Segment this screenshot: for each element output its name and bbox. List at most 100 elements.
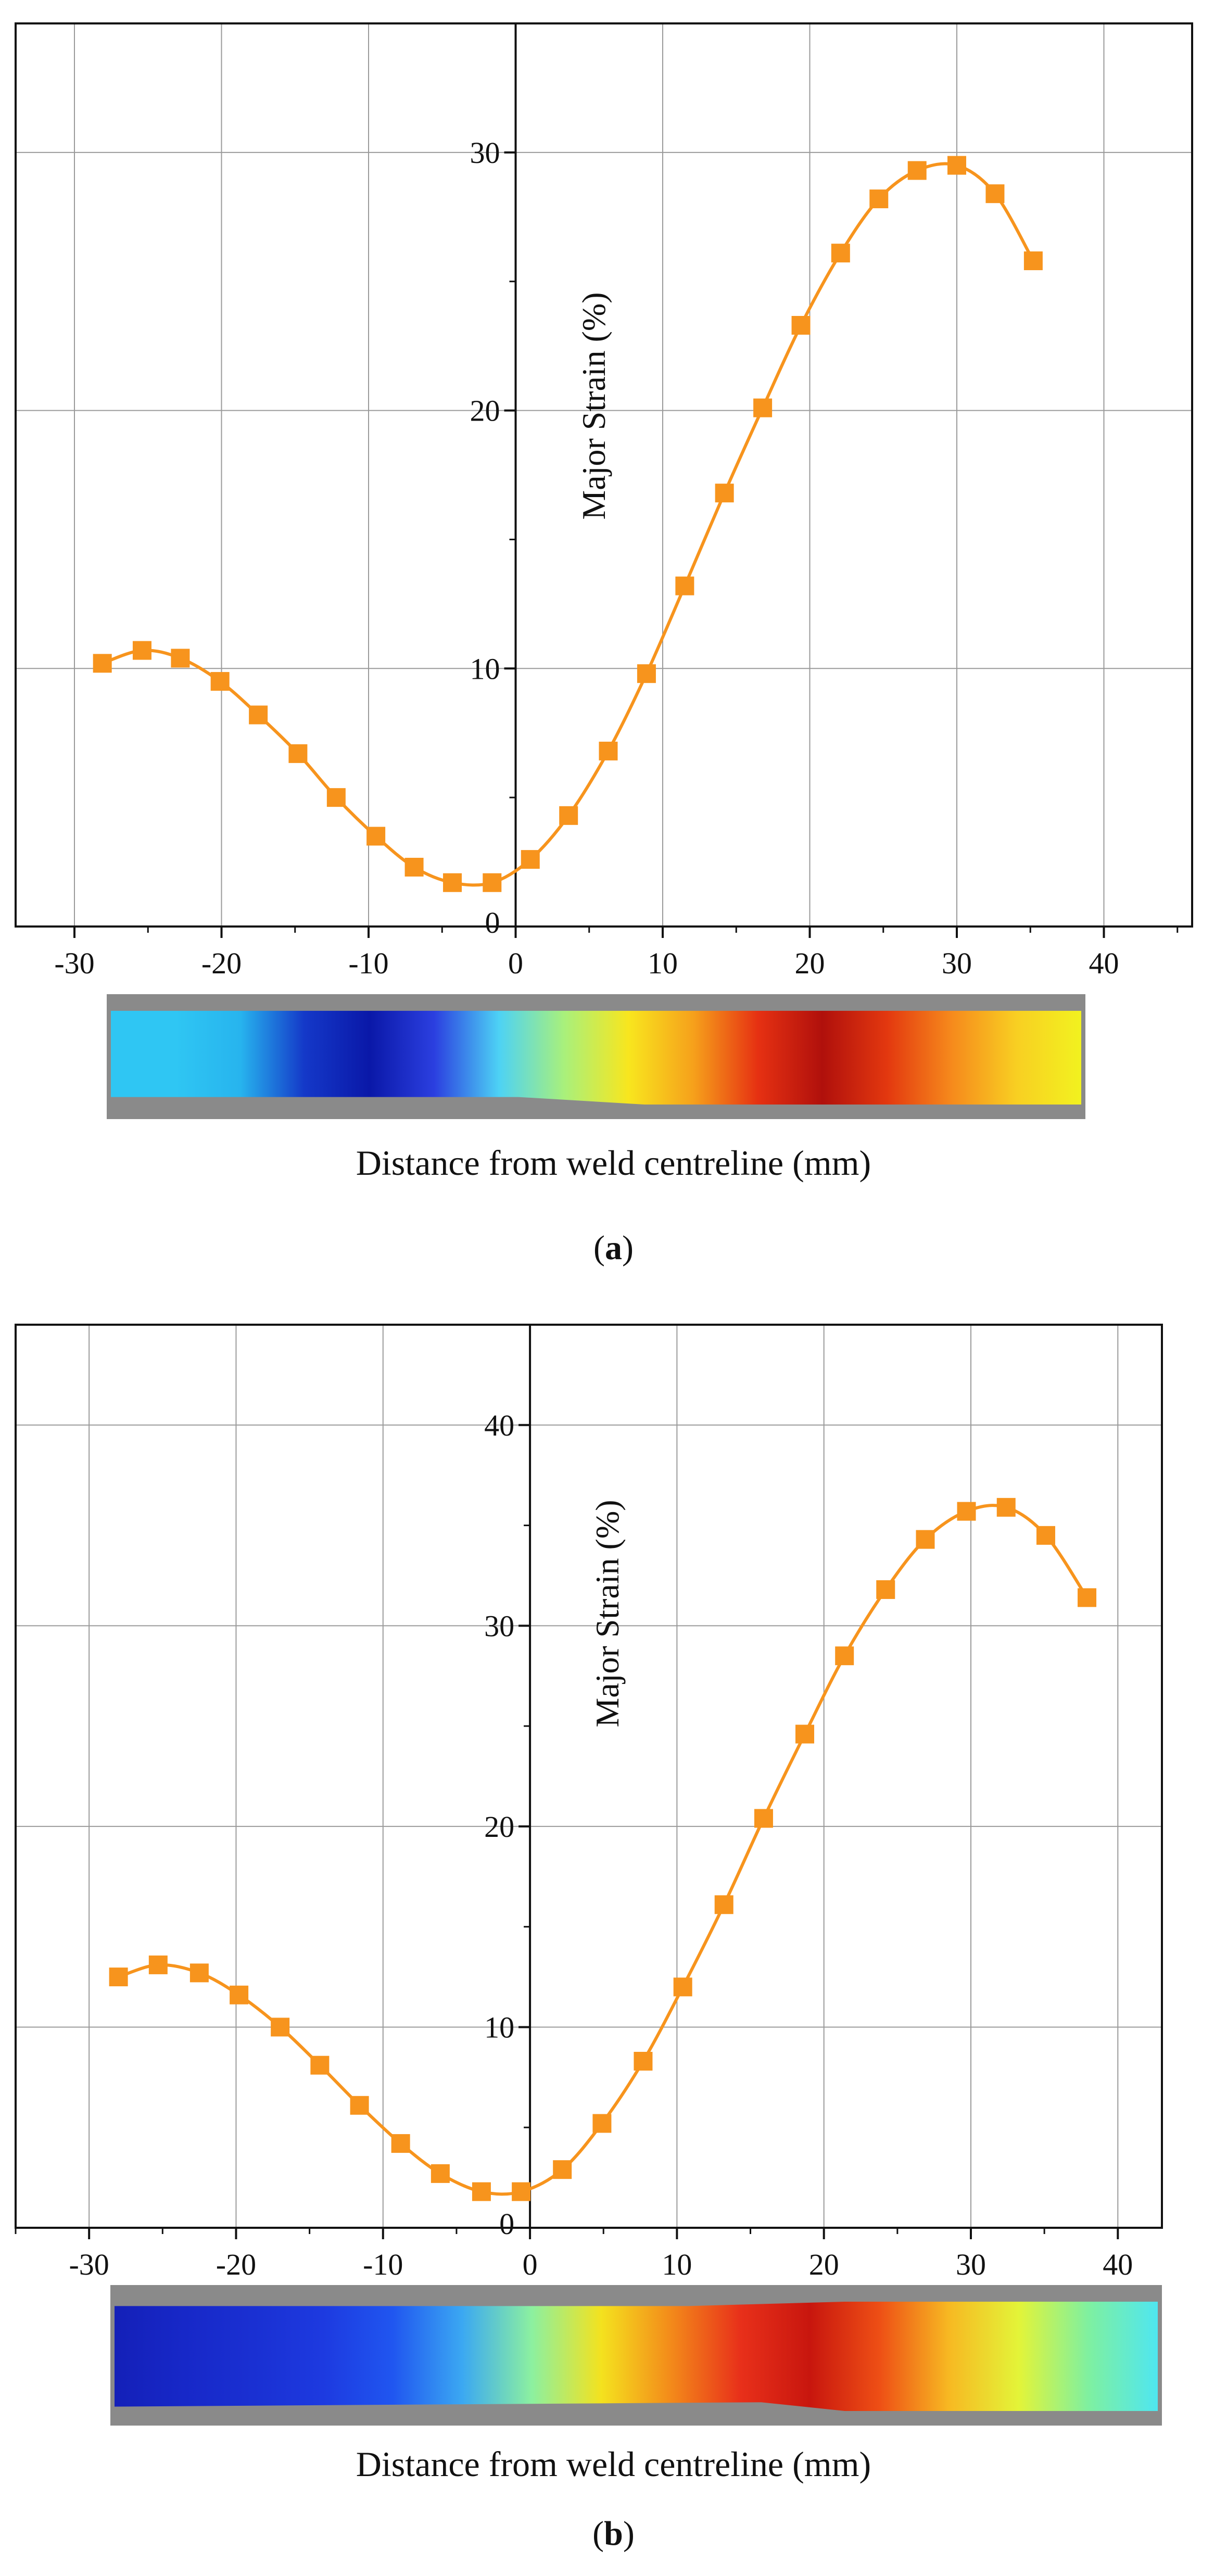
- data-point: [791, 315, 811, 335]
- data-point: [210, 672, 230, 691]
- y-ticks-a: 10 20 30 0: [470, 136, 516, 940]
- data-point: [795, 1724, 814, 1744]
- caption-letter-a: a: [605, 1229, 622, 1267]
- data-point: [559, 806, 578, 825]
- y-tick-label: 10: [470, 652, 500, 686]
- caption-b: (b): [0, 2514, 1227, 2554]
- y-zero-label: 0: [485, 906, 500, 940]
- data-point: [483, 873, 502, 892]
- x-axis-label-b: Distance from weld centreline (mm): [356, 2444, 871, 2484]
- data-point: [957, 1502, 976, 1521]
- series-line: [102, 162, 1035, 887]
- series-b-0: [109, 1498, 1097, 2201]
- plot-frame-b: [15, 1324, 1163, 2229]
- x-tick-label: -20: [201, 946, 242, 980]
- x-tick-label: 10: [662, 2248, 692, 2281]
- y-tick-label: 10: [484, 2010, 514, 2044]
- data-point: [876, 1580, 895, 1599]
- x-ticks-a: -30 -20 -10 0 10 20 30 40: [54, 927, 1179, 980]
- caption-close-a: ): [622, 1229, 634, 1267]
- x-tick-label: -20: [216, 2248, 256, 2281]
- data-point: [916, 1530, 935, 1549]
- data-point: [132, 641, 151, 660]
- data-point: [189, 1963, 209, 1983]
- caption-letter-b: b: [604, 2515, 623, 2553]
- data-point: [404, 857, 424, 877]
- caption-open-a: (: [593, 1229, 605, 1267]
- data-point: [835, 1646, 854, 1666]
- x-tick-label: 20: [795, 946, 825, 980]
- y-axis-label-a: Major Strain (%): [575, 292, 612, 519]
- x-tick-label: -10: [348, 946, 388, 980]
- data-point: [350, 2096, 369, 2115]
- data-point: [754, 1809, 773, 1828]
- data-point: [391, 2134, 410, 2153]
- caption-a: (a): [0, 1228, 1227, 1268]
- data-point: [148, 1955, 168, 1974]
- y-tick-label: 30: [470, 136, 500, 170]
- x-tick-label: 40: [1089, 946, 1119, 980]
- panel-a: -30 -20 -10 0 10 20 30 40 10 20 30 0 Major Strain (%…: [0, 22, 1227, 1268]
- y-zero-label: 0: [499, 2207, 514, 2241]
- data-point: [366, 827, 386, 846]
- data-point: [230, 1985, 249, 2004]
- x-axis-label-a: Distance from weld centreline (mm): [356, 1143, 871, 1183]
- data-point: [1023, 251, 1043, 271]
- x-tick-label: 40: [1103, 2248, 1133, 2281]
- grid-b: [16, 1325, 1162, 2228]
- data-point: [831, 244, 850, 263]
- data-point: [753, 398, 773, 417]
- data-point: [521, 850, 540, 869]
- data-point: [93, 654, 112, 673]
- series-a-0: [93, 156, 1043, 892]
- strain-field-strip-a: [107, 994, 1085, 1119]
- data-point: [431, 2164, 450, 2183]
- chart-a: -30 -20 -10 0 10 20 30 40 10 20 30 0 Major Strain (%…: [15, 22, 1193, 980]
- x-tick-label: -30: [69, 2248, 109, 2281]
- data-point: [310, 2055, 330, 2075]
- strain-field-colormap-b: [115, 2302, 1158, 2411]
- data-point: [109, 1968, 128, 1987]
- data-point: [673, 1977, 692, 1997]
- x-tick-label: 0: [508, 946, 523, 980]
- data-point: [637, 664, 656, 683]
- data-point: [675, 576, 694, 595]
- plot-frame-a: [15, 22, 1193, 928]
- x-tick-label: 20: [809, 2248, 839, 2281]
- data-point: [907, 161, 927, 180]
- data-point: [592, 2114, 612, 2133]
- data-point: [512, 2182, 531, 2201]
- strain-field-colormap-a: [111, 1011, 1081, 1105]
- x-tick-label: 10: [648, 946, 678, 980]
- x-tick-label: 0: [523, 2248, 538, 2281]
- y-axis-label-b: Major Strain (%): [589, 1500, 626, 1727]
- x-ticks-b: -30 -20 -10 0 10 20 30 40: [15, 2228, 1133, 2281]
- x-tick-label: -10: [363, 2248, 403, 2281]
- data-point: [869, 189, 889, 209]
- data-point: [288, 744, 308, 763]
- x-tick-label: 30: [942, 946, 972, 980]
- y-tick-label: 40: [484, 1408, 514, 1442]
- panel-b: -30 -20 -10 0 10 20 30 40 10 20 30 40 0 Major Strain …: [0, 1301, 1227, 2576]
- data-point: [271, 2017, 290, 2037]
- data-point: [1036, 1526, 1055, 1545]
- chart-b: -30 -20 -10 0 10 20 30 40 10 20 30 40 0 Major Strain …: [15, 1324, 1163, 2281]
- caption-close-b: ): [623, 2515, 635, 2553]
- y-tick-label: 30: [484, 1609, 514, 1643]
- data-point: [947, 156, 966, 175]
- data-point: [599, 741, 618, 760]
- data-point: [985, 184, 1005, 204]
- data-point: [1078, 1588, 1097, 1607]
- data-point: [553, 2160, 572, 2179]
- data-point: [326, 788, 346, 807]
- data-point: [443, 873, 462, 892]
- x-tick-label: 30: [956, 2248, 986, 2281]
- y-ticks-b: 10 20 30 40 0: [484, 1408, 530, 2241]
- data-point: [996, 1498, 1016, 1517]
- data-point: [714, 1895, 733, 1914]
- caption-open-b: (: [592, 2515, 604, 2553]
- data-point: [715, 484, 734, 503]
- strain-field-strip-b: [110, 2285, 1162, 2426]
- x-tick-label: -30: [54, 946, 94, 980]
- data-point: [171, 649, 190, 668]
